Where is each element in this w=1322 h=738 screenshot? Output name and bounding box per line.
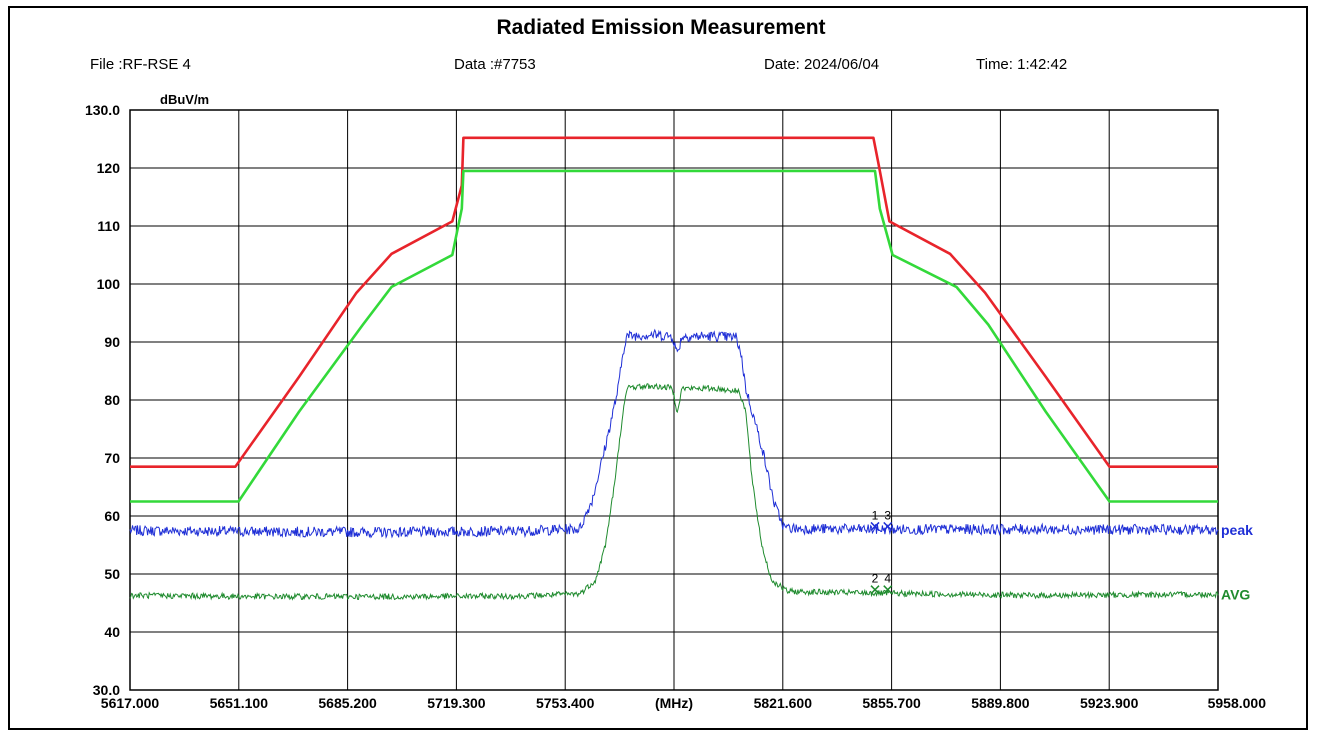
limit-line-red (130, 136, 1218, 469)
chart-title: Radiated Emission Measurement (496, 16, 826, 39)
data-label: Data :#7753 (454, 56, 536, 73)
avg-series-label: AVG (1221, 586, 1250, 602)
marker-label: 3 (884, 508, 891, 522)
y-tick-label: 100 (97, 276, 121, 292)
x-tick-label: 5958.000 (1208, 695, 1267, 711)
x-tick-label: 5719.300 (427, 695, 486, 711)
x-tick-label: 5685.200 (318, 695, 377, 711)
y-tick-label: 50 (104, 566, 120, 582)
y-tick-label: 60 (104, 508, 120, 524)
marker-label: 2 (872, 572, 879, 586)
chart-frame (8, 6, 1308, 730)
x-tick-label: 5753.400 (536, 695, 595, 711)
x-tick-label: 5821.600 (754, 695, 813, 711)
y-tick-label: 30.0 (93, 682, 120, 698)
y-tick-label: 110 (97, 218, 120, 234)
peak-trace (129, 328, 1219, 540)
avg-trace (129, 382, 1219, 601)
x-tick-label: (MHz) (655, 695, 693, 711)
marker-x (883, 521, 893, 531)
marker-x (883, 585, 893, 595)
marker-label: 1 (872, 508, 879, 522)
y-tick-label: 40 (104, 624, 120, 640)
time-label: Time: 1:42:42 (976, 56, 1068, 73)
x-tick-label: 5651.100 (210, 695, 269, 711)
date-label: Date: 2024/06/04 (764, 56, 880, 73)
y-tick-label: 80 (104, 392, 120, 408)
y-tick-label: 70 (104, 450, 120, 466)
marker-x (870, 521, 880, 531)
limit-line-green (130, 169, 1218, 503)
x-tick-label: 5889.800 (971, 695, 1030, 711)
y-tick-label: 130.0 (85, 102, 120, 118)
x-tick-label: 5617.000 (101, 695, 160, 711)
file-label: File :RF-RSE 4 (90, 56, 191, 73)
x-tick-label: 5923.900 (1080, 695, 1139, 711)
y-tick-label: 90 (104, 334, 120, 350)
x-tick-label: 5855.700 (862, 695, 921, 711)
peak-series-label: peak (1221, 522, 1253, 538)
marker-label: 4 (884, 572, 891, 586)
marker-x (870, 585, 880, 595)
y-tick-label: 120 (97, 160, 121, 176)
y-axis-unit: dBuV/m (160, 92, 210, 107)
